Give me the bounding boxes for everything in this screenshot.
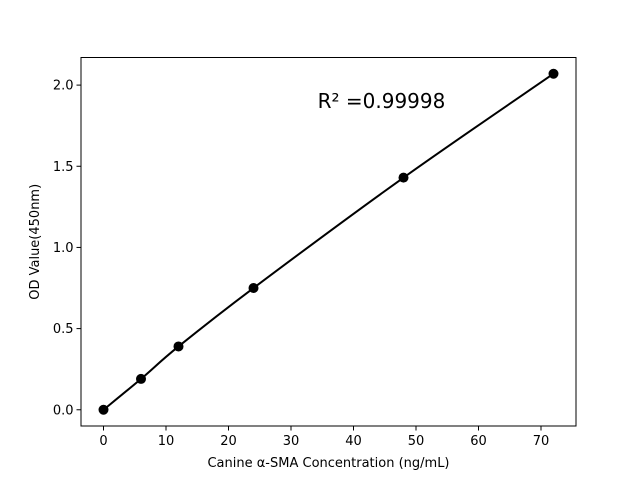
data-point-marker <box>398 172 409 183</box>
data-point-marker <box>136 373 146 384</box>
data-point-marker <box>548 68 559 79</box>
y-tick-label: 0.5 <box>53 322 74 337</box>
y-tick-label: 1.5 <box>53 160 74 175</box>
y-tick-label: 0.0 <box>53 403 74 418</box>
data-point-marker <box>98 404 109 415</box>
x-tick-label: 30 <box>283 434 300 449</box>
standard-curve-line <box>102 72 555 411</box>
x-tick-label: 10 <box>158 434 175 449</box>
x-tick-label: 70 <box>533 434 550 449</box>
x-tick-label: 40 <box>345 434 362 449</box>
x-tick-label: 20 <box>220 434 237 449</box>
x-tick-label: 50 <box>408 434 425 449</box>
x-axis-label: Canine α-SMA Concentration (ng/mL) <box>207 456 449 471</box>
r-squared-annotation: R² =0.99998 <box>318 89 446 113</box>
y-tick-label: 1.0 <box>53 241 74 256</box>
y-tick-label: 2.0 <box>53 79 74 94</box>
data-point-marker <box>248 283 259 294</box>
x-tick-label: 0 <box>99 434 107 449</box>
y-axis-label: OD Value(450nm) <box>28 184 43 300</box>
plot-border <box>80 57 577 427</box>
x-tick-label: 60 <box>470 434 487 449</box>
data-point-marker <box>173 341 184 352</box>
